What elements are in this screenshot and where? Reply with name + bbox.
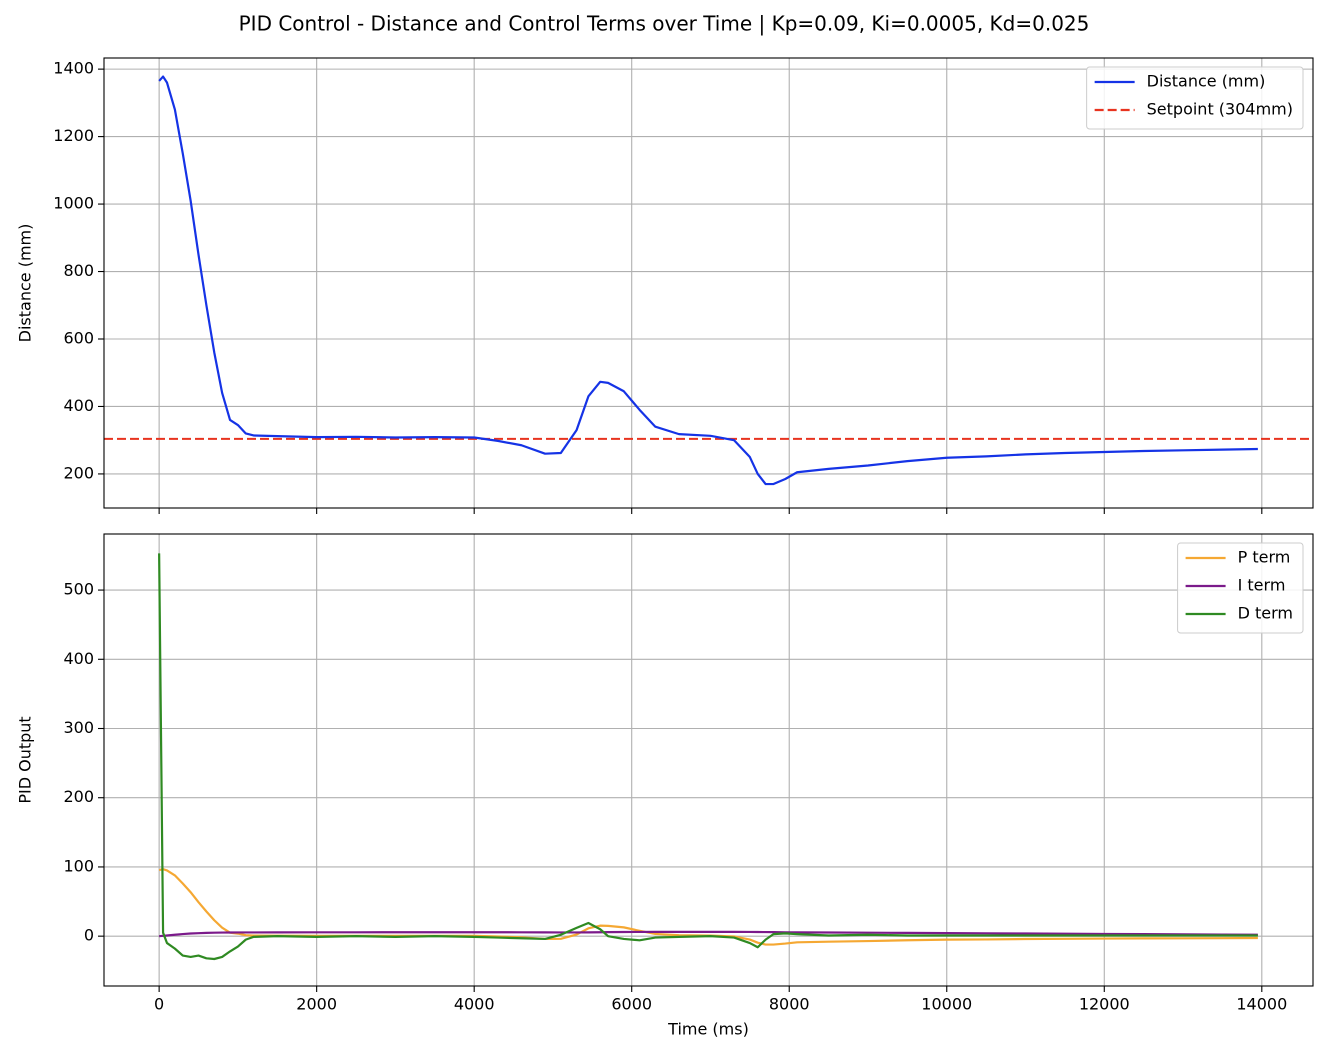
- legend-box: [1086, 66, 1304, 130]
- x-axis-label: Time (ms): [667, 1020, 749, 1039]
- y-tick-label: 500: [63, 580, 94, 599]
- y-tick-label: 200: [63, 787, 94, 806]
- y-tick-label: 600: [63, 328, 94, 347]
- legend-label: D term: [1238, 604, 1293, 623]
- x-tick-label: 12000: [1079, 995, 1130, 1014]
- x-tick-label: 2000: [296, 995, 337, 1014]
- y-tick-label: 100: [63, 856, 94, 875]
- x-tick-label: 4000: [454, 995, 495, 1014]
- legend-box: [1177, 542, 1304, 634]
- legend-label: I term: [1238, 576, 1286, 595]
- x-tick-label: 0: [154, 995, 164, 1014]
- x-tick-label: 6000: [611, 995, 652, 1014]
- axes-frame: [103, 533, 1314, 987]
- axes-frame: [103, 57, 1314, 509]
- series-line: [158, 75, 1258, 486]
- y-tick-label: 1200: [53, 126, 94, 145]
- legend-label: P term: [1238, 548, 1291, 567]
- x-tick-label: 10000: [921, 995, 972, 1014]
- y-tick-label: 800: [63, 261, 94, 280]
- y-axis-label: Distance (mm): [16, 224, 35, 343]
- y-tick-label: 1400: [53, 59, 94, 78]
- y-tick-label: 0: [84, 926, 94, 945]
- legend-label: Distance (mm): [1147, 72, 1266, 91]
- y-tick-label: 400: [63, 396, 94, 415]
- x-tick-label: 14000: [1236, 995, 1287, 1014]
- series-line: [158, 553, 1258, 961]
- y-tick-label: 300: [63, 718, 94, 737]
- x-tick-label: 8000: [769, 995, 810, 1014]
- series-line: [159, 930, 1258, 938]
- y-tick-label: 200: [63, 463, 94, 482]
- legend: Distance (mm) Setpoint (304mm): [1086, 66, 1304, 130]
- y-tick-label: 1000: [53, 194, 94, 213]
- legend-label: Setpoint (304mm): [1147, 100, 1293, 119]
- y-axis-label: PID Output: [16, 716, 35, 803]
- y-tick-label: 400: [63, 649, 94, 668]
- legend: P term I term D term: [1177, 542, 1304, 634]
- figure-title: PID Control - Distance and Control Terms…: [239, 12, 1090, 36]
